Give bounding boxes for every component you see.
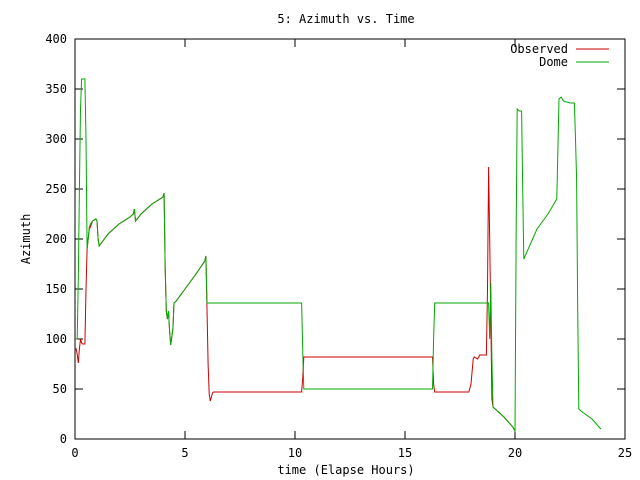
series-line-observed	[74, 166, 516, 432]
y-tick-label: 50	[53, 382, 67, 396]
y-tick-label: 150	[45, 282, 67, 296]
x-tick-label: 5	[181, 446, 188, 460]
plot-axes	[74, 38, 626, 440]
x-tick-label: 10	[288, 446, 302, 460]
y-tick-label: 200	[45, 232, 67, 246]
x-tick-label: 0	[71, 446, 78, 460]
y-tick-label: 100	[45, 332, 67, 346]
y-tick-label: 300	[45, 132, 67, 146]
y-axis-label: Azimuth	[19, 214, 33, 265]
y-tick-label: 400	[45, 32, 67, 46]
series-line-dome	[75, 78, 602, 433]
plot-frame	[74, 38, 626, 440]
legend-label-observed: Observed	[510, 42, 568, 56]
chart-title: 5: Azimuth vs. Time	[277, 12, 414, 26]
x-axis-label: time (Elapse Hours)	[277, 463, 414, 477]
y-tick-label: 350	[45, 82, 67, 96]
x-tick-label: 20	[508, 446, 522, 460]
x-tick-label: 15	[398, 446, 412, 460]
series-layer	[74, 78, 602, 433]
x-tick-label: 25	[618, 446, 632, 460]
y-tick-label: 250	[45, 182, 67, 196]
y-tick-label: 0	[60, 432, 67, 446]
legend-label-dome: Dome	[539, 55, 568, 69]
